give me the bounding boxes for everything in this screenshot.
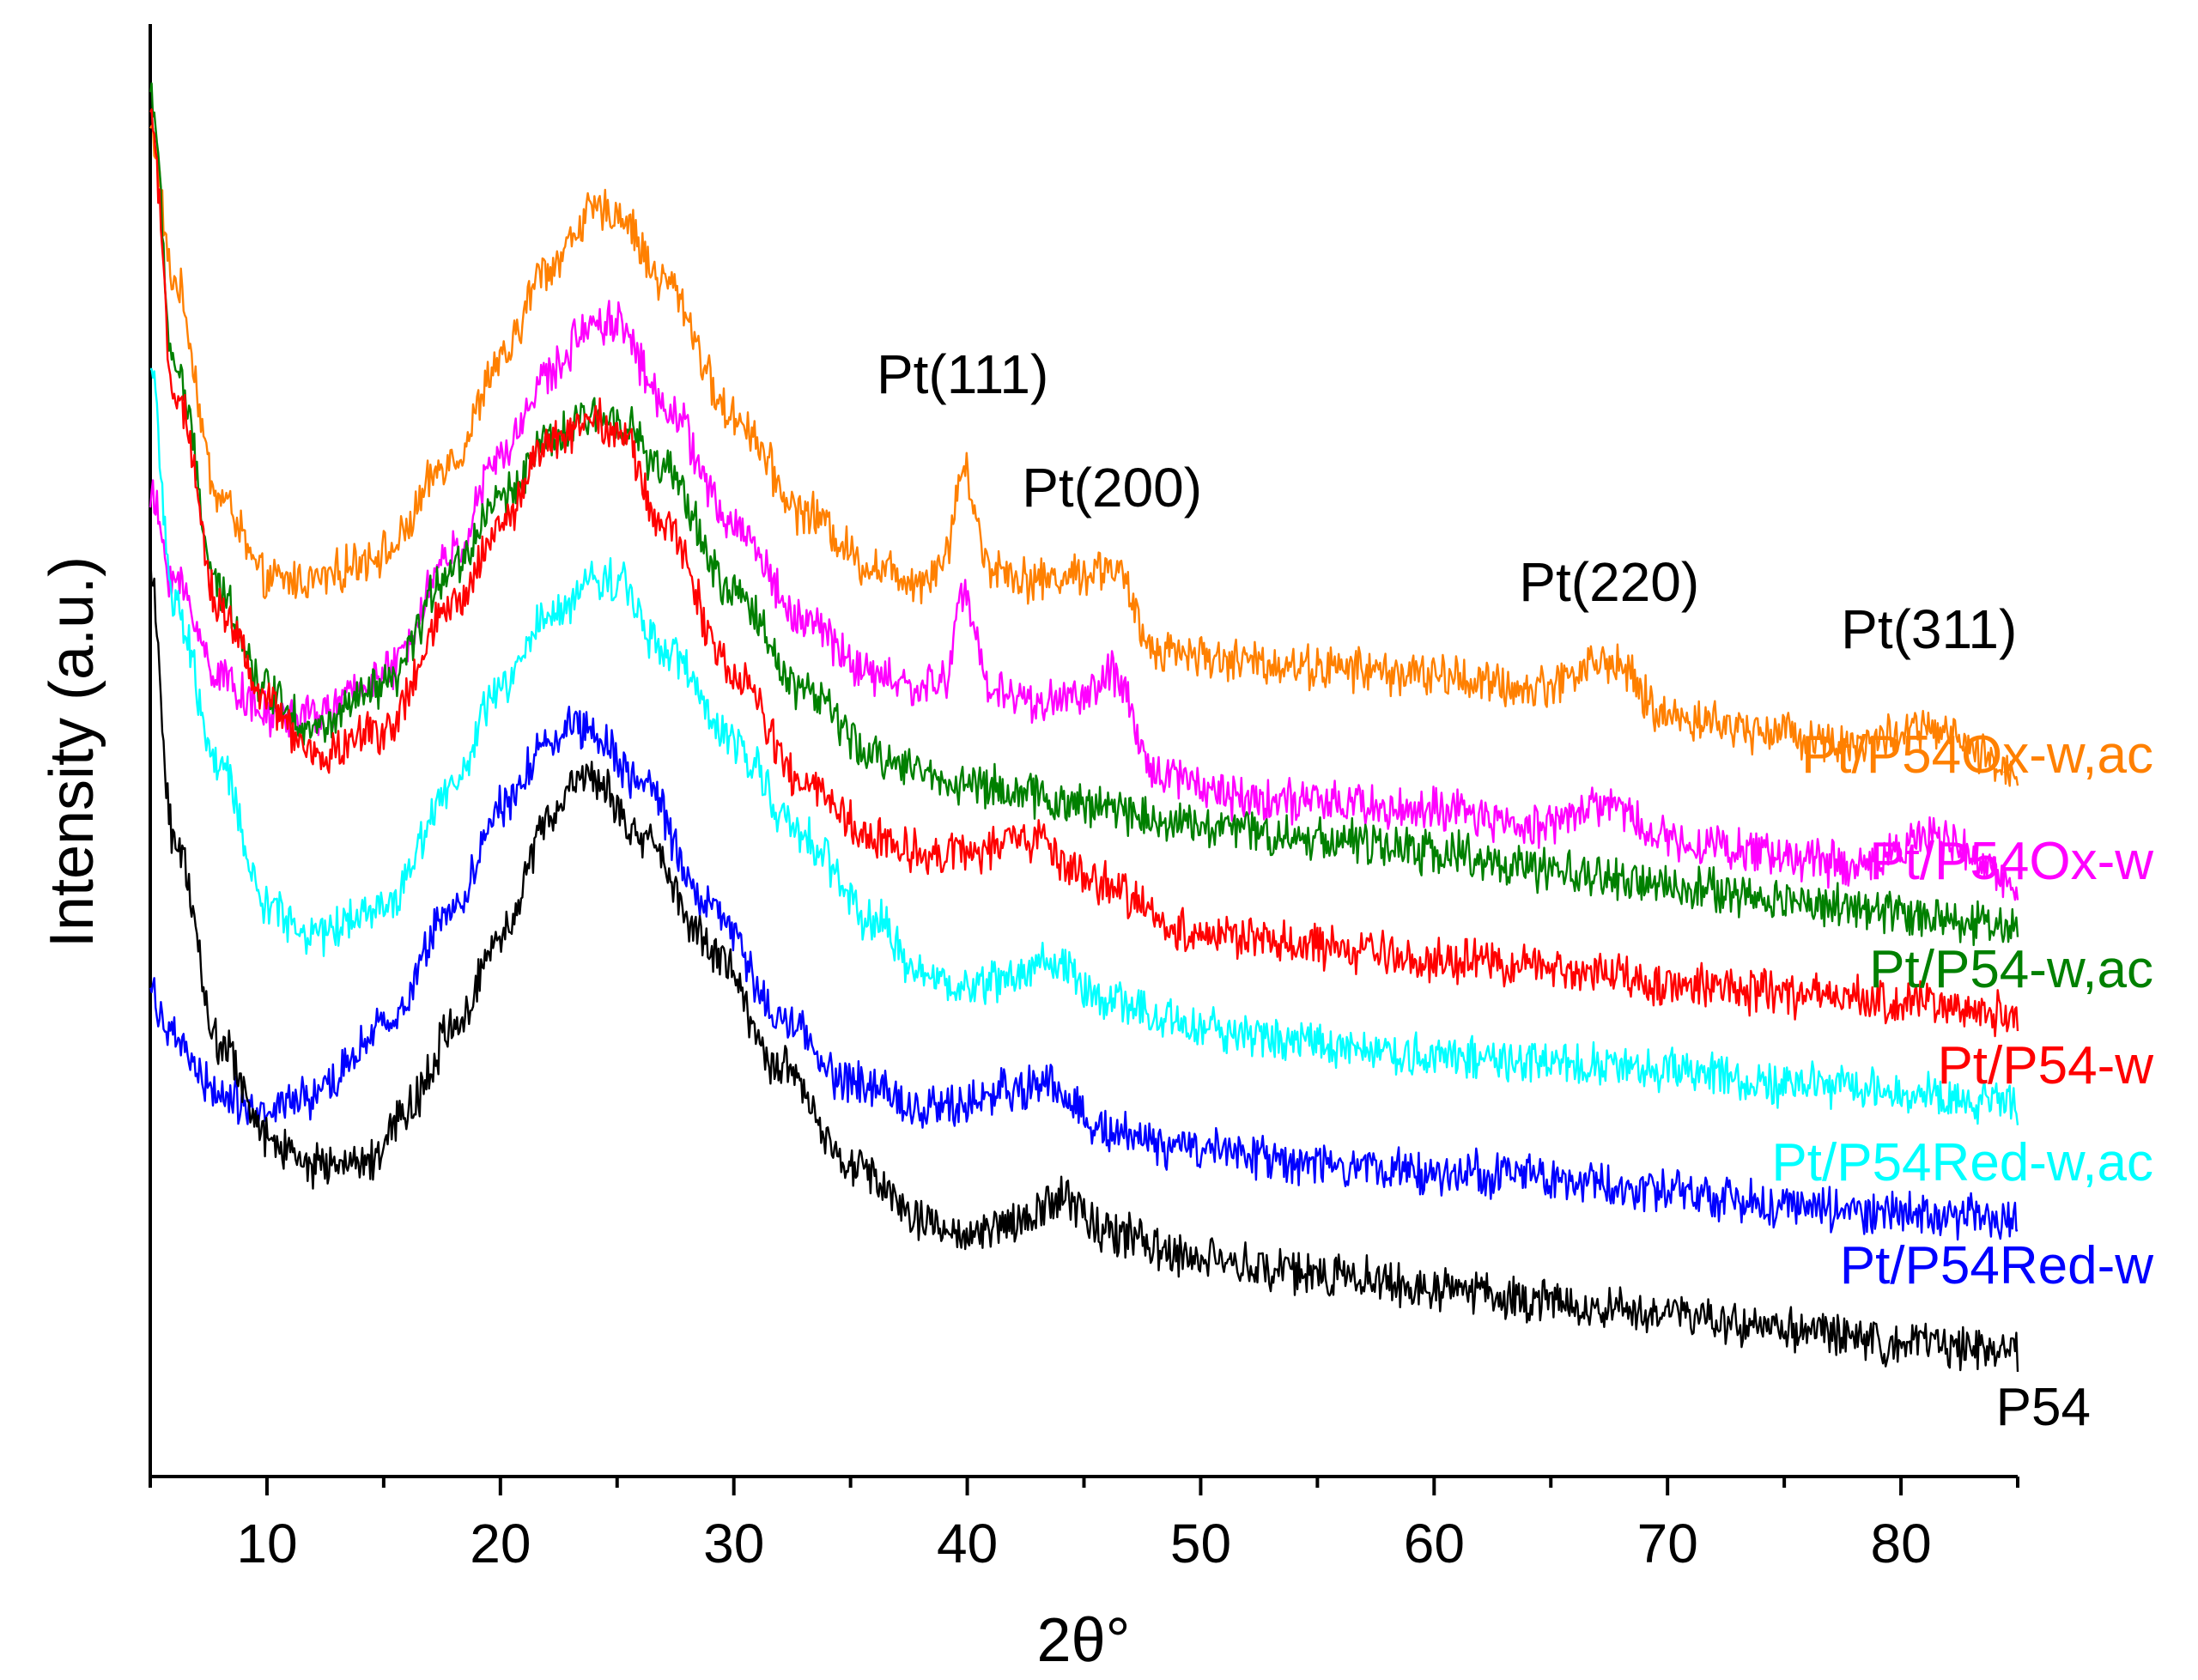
- series-line: [149, 108, 2019, 1038]
- series-label: P54: [1996, 1378, 2091, 1437]
- x-axis-ticks: [149, 1477, 2019, 1495]
- peak-label: Pt(311): [1841, 598, 2017, 660]
- x-tick-label: 30: [703, 1513, 764, 1574]
- peak-label: Pt(111): [877, 343, 1048, 405]
- peak-labels: Pt(111) Pt(200) Pt(220) Pt(311): [877, 343, 2017, 660]
- x-axis-title: 2θ°: [1037, 1606, 1131, 1675]
- series-label: Pt/P54Red-w: [1840, 1236, 2154, 1295]
- series-line: [149, 300, 2019, 901]
- series-label: Pt/P54Ox-w: [1869, 832, 2153, 891]
- series-layer: [149, 82, 2019, 1373]
- x-tick-label: 20: [470, 1513, 531, 1574]
- series-line: [149, 82, 2019, 947]
- series-labels: Pt/P54Ox-w,ac Pt/P54Ox-w Pt/P54-w,ac Pt/P54…: [1771, 725, 2153, 1437]
- series-label: Pt/P54-w: [1937, 1036, 2153, 1095]
- peak-label: Pt(200): [1022, 457, 1202, 519]
- x-tick-label: 10: [236, 1513, 297, 1574]
- series-line: [149, 706, 2019, 1241]
- series-label: Pt/P54Ox-w,ac: [1801, 725, 2153, 785]
- x-tick-label: 80: [1870, 1513, 1931, 1574]
- peak-label: Pt(220): [1519, 551, 1699, 613]
- x-axis-tick-labels: 10 20 30 40 50 60 70 80: [236, 1513, 1931, 1574]
- y-axis-title: Intensity (a.u.): [38, 556, 106, 948]
- series-label: Pt/P54Red-w,ac: [1771, 1133, 2153, 1192]
- series-line: [149, 367, 2019, 1125]
- series-line: [149, 124, 2019, 787]
- series-line: [149, 555, 2019, 1373]
- series-label: Pt/P54-w,ac: [1869, 940, 2153, 999]
- x-tick-label: 70: [1637, 1513, 1698, 1574]
- x-tick-label: 50: [1170, 1513, 1231, 1574]
- x-tick-label: 60: [1404, 1513, 1465, 1574]
- x-tick-label: 40: [937, 1513, 998, 1574]
